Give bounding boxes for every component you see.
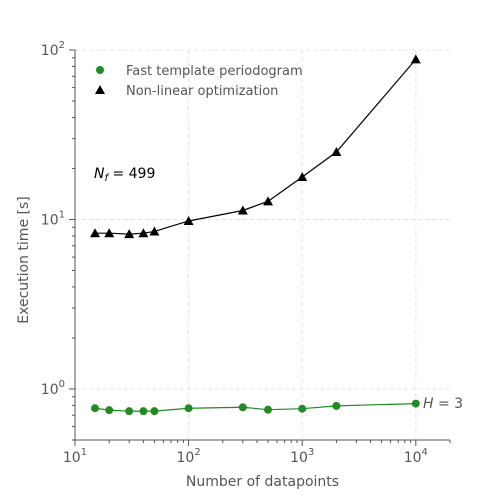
grid	[75, 49, 450, 440]
legend-label: Fast template periodogram	[126, 64, 303, 79]
data-point	[332, 401, 341, 410]
data-point	[91, 404, 100, 413]
series-1	[91, 399, 420, 416]
legend-item: Fast template periodogram	[96, 64, 303, 79]
y-axis-title: Execution time [s]	[16, 196, 32, 323]
data-point	[238, 403, 247, 412]
axes: 101 102 103 104 100 101 102	[41, 40, 451, 466]
x-axis-title: Number of datapoints	[186, 474, 339, 490]
legend-label: Non-linear optimization	[126, 84, 278, 99]
x-tick-label: 103	[290, 447, 314, 466]
data-point	[410, 54, 421, 64]
data-point	[150, 407, 159, 416]
data-point	[105, 406, 114, 415]
x-tick-label: 102	[176, 447, 200, 466]
data-point	[237, 205, 248, 215]
data-point	[125, 407, 134, 416]
y-tick-label: 102	[41, 40, 65, 59]
legend-circle-icon	[96, 66, 104, 74]
data-point	[138, 228, 149, 238]
y-tick-label: 100	[41, 379, 65, 398]
data-point	[183, 215, 194, 225]
legend-item: Non-linear optimization	[95, 84, 278, 99]
nf-annotation: Nf = 499	[94, 166, 155, 184]
legend-triangle-icon	[95, 85, 105, 94]
data-point	[184, 404, 193, 413]
data-point	[104, 228, 115, 238]
data-point	[411, 399, 420, 408]
data-point	[149, 226, 160, 236]
h-annotation: H = 3	[423, 396, 463, 412]
series-layer	[90, 54, 421, 416]
data-point	[139, 407, 148, 416]
series-2	[90, 54, 421, 239]
data-point	[331, 147, 342, 157]
data-point	[298, 404, 307, 413]
data-point	[90, 228, 101, 238]
data-point	[263, 196, 274, 206]
x-tick-label: 101	[63, 447, 87, 466]
data-point	[297, 172, 308, 182]
data-point	[124, 229, 135, 239]
x-tick-label: 104	[404, 447, 428, 466]
data-point	[264, 405, 273, 414]
y-tick-label: 101	[41, 209, 65, 228]
legend: Fast template periodogram Non-linear opti…	[95, 64, 303, 99]
